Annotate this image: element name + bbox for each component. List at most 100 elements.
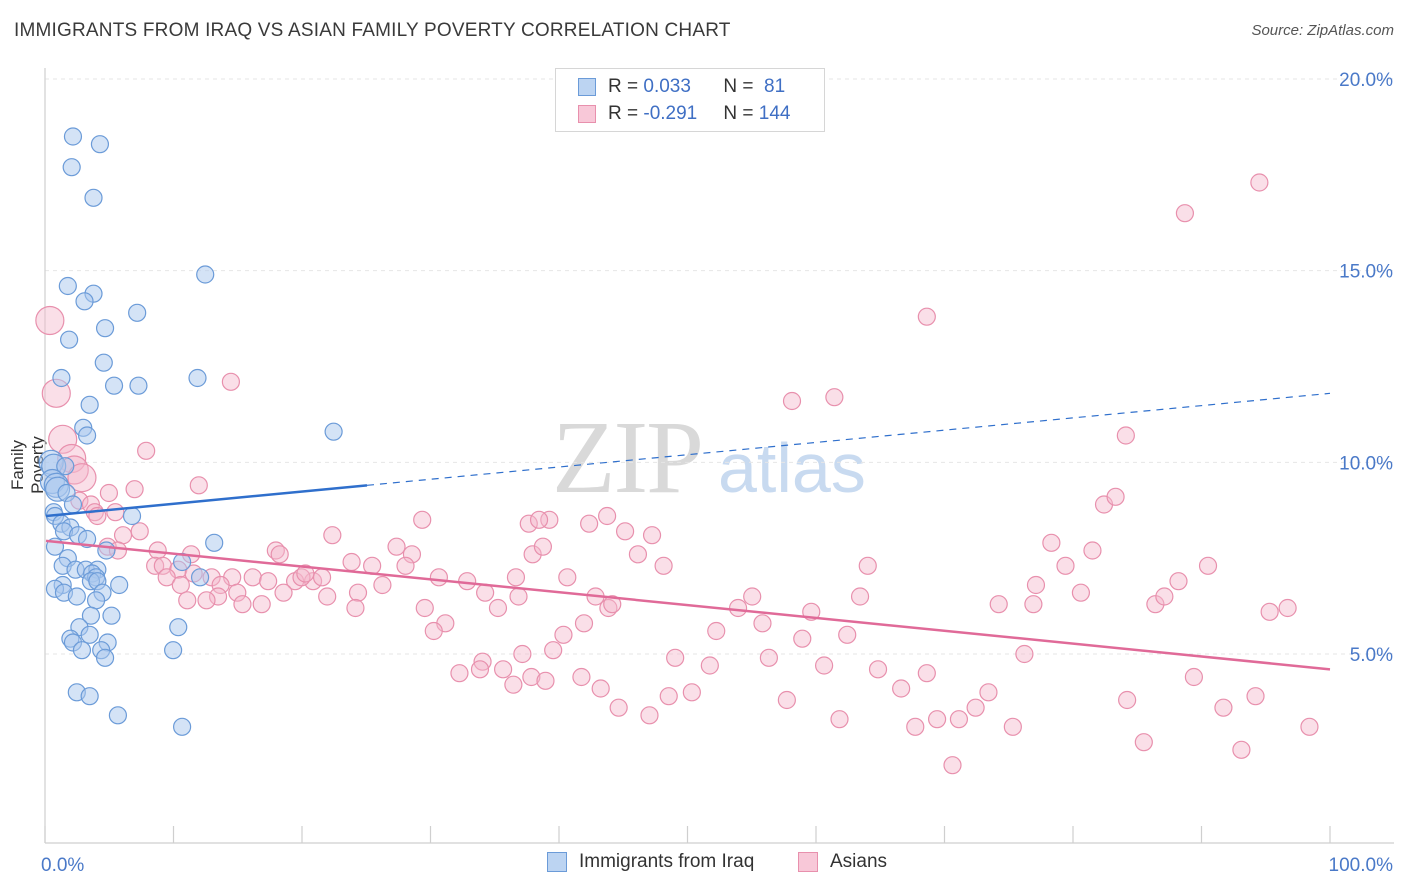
- data-point-asians: [917, 307, 936, 326]
- data-point-iraq: [90, 135, 110, 154]
- data-point-asians: [208, 587, 228, 606]
- legend-row-iraq: R = 0.033 N = 81: [578, 75, 785, 99]
- data-point-asians: [917, 664, 936, 683]
- data-point-asians: [554, 625, 573, 644]
- data-point-asians: [48, 424, 78, 454]
- data-point-iraq: [81, 606, 101, 625]
- data-point-asians: [759, 648, 778, 667]
- data-point-asians: [476, 583, 495, 602]
- data-point-asians: [640, 706, 659, 725]
- data-point-asians: [519, 514, 538, 533]
- data-point-asians: [603, 595, 622, 614]
- data-point-iraq: [62, 158, 81, 177]
- data-point-iraq: [164, 641, 183, 660]
- data-point-asians: [580, 514, 599, 533]
- data-point-asians: [1250, 173, 1269, 192]
- data-point-asians: [125, 480, 144, 499]
- data-point-asians: [113, 526, 133, 545]
- legend-item-asians[interactable]: Asians: [798, 851, 887, 873]
- data-point-asians: [654, 556, 673, 575]
- data-point-asians: [342, 552, 361, 572]
- data-point-asians: [707, 621, 726, 641]
- data-point-asians: [868, 660, 888, 679]
- data-point-asians: [1106, 487, 1125, 506]
- legend-item-iraq[interactable]: Immigrants from Iraq: [547, 851, 754, 873]
- data-point-asians: [153, 556, 172, 575]
- data-point-asians: [67, 463, 97, 493]
- data-point-asians: [858, 556, 877, 575]
- data-point-asians: [830, 710, 849, 729]
- data-point-asians: [1071, 583, 1091, 602]
- data-point-asians: [838, 625, 857, 644]
- legend-label-iraq: Immigrants from Iraq: [579, 851, 755, 872]
- data-point-iraq: [188, 368, 207, 388]
- data-point-asians: [413, 510, 432, 529]
- data-point-asians: [1214, 698, 1233, 717]
- data-point-asians: [1169, 572, 1188, 591]
- legend-row-asians: R = -0.291 N = 144: [578, 102, 790, 126]
- y-tick-label: 20.0%: [1339, 70, 1393, 91]
- data-point-asians: [1003, 717, 1022, 736]
- data-point-asians: [146, 556, 165, 575]
- data-point-iraq: [95, 319, 115, 338]
- data-point-iraq: [104, 376, 124, 395]
- legend-r-value: 0.033: [643, 76, 691, 97]
- data-point-asians: [966, 698, 985, 717]
- data-point-asians: [488, 598, 508, 618]
- data-point-iraq: [129, 376, 148, 395]
- data-point-iraq: [86, 591, 106, 610]
- data-point-asians: [574, 614, 594, 633]
- tick-labels: 5.0% 10.0% 15.0% 20.0% 0.0% 100.0%: [41, 70, 1393, 876]
- data-point-asians: [228, 583, 247, 602]
- legend-n-value: 81: [758, 76, 786, 97]
- legend-n-value: 144: [758, 103, 791, 124]
- data-point-iraq: [52, 368, 71, 388]
- data-point-asians: [927, 710, 947, 729]
- data-point-asians: [591, 679, 610, 698]
- trend-line-iraq: [45, 484, 368, 518]
- data-point-asians: [1198, 556, 1218, 575]
- trend-lines: [45, 392, 1331, 671]
- data-point-asians: [99, 483, 119, 503]
- data-point-asians: [979, 683, 998, 702]
- data-point-asians: [211, 575, 230, 595]
- data-point-asians: [659, 687, 678, 706]
- data-point-asians: [233, 595, 252, 614]
- legend-n-label: N =: [723, 76, 759, 97]
- data-point-asians: [1246, 687, 1265, 706]
- data-point-asians: [529, 510, 549, 529]
- data-point-asians: [509, 587, 528, 606]
- data-point-asians: [1116, 426, 1135, 445]
- data-point-iraq: [60, 330, 79, 349]
- data-point-asians: [197, 591, 216, 610]
- data-point-asians: [137, 441, 156, 460]
- data-point-iraq: [97, 541, 116, 560]
- data-point-asians: [892, 679, 911, 698]
- data-point-asians: [743, 587, 762, 606]
- data-point-asians: [318, 587, 337, 606]
- data-point-iraq: [190, 568, 210, 587]
- data-point-asians: [506, 568, 526, 587]
- data-point-asians: [458, 572, 477, 591]
- x-tick-label: 0.0%: [41, 855, 84, 876]
- data-point-asians: [850, 587, 870, 606]
- data-point-asians: [949, 710, 969, 729]
- legend-swatch-iraq: [578, 78, 596, 96]
- data-point-asians: [1278, 598, 1297, 618]
- data-point-asians: [106, 503, 125, 522]
- data-point-iraq: [169, 618, 188, 637]
- data-point-asians: [682, 683, 701, 702]
- correlation-legend: R = 0.033 N = 81 R = -0.291 N = 144: [555, 68, 825, 132]
- legend-r-value: -0.291: [643, 103, 698, 124]
- chart-title: IMMIGRANTS FROM IRAQ VS ASIAN FAMILY POV…: [14, 20, 731, 41]
- data-point-asians: [312, 568, 332, 587]
- data-point-iraq: [77, 426, 97, 445]
- data-point-asians: [450, 664, 469, 683]
- data-point-asians: [1260, 602, 1279, 621]
- source-label: Source: ZipAtlas.com: [1251, 22, 1394, 39]
- data-point-asians: [572, 667, 591, 687]
- data-point-asians: [558, 568, 577, 587]
- data-point-asians: [373, 575, 392, 595]
- data-point-asians: [303, 572, 323, 591]
- data-point-asians: [270, 545, 289, 564]
